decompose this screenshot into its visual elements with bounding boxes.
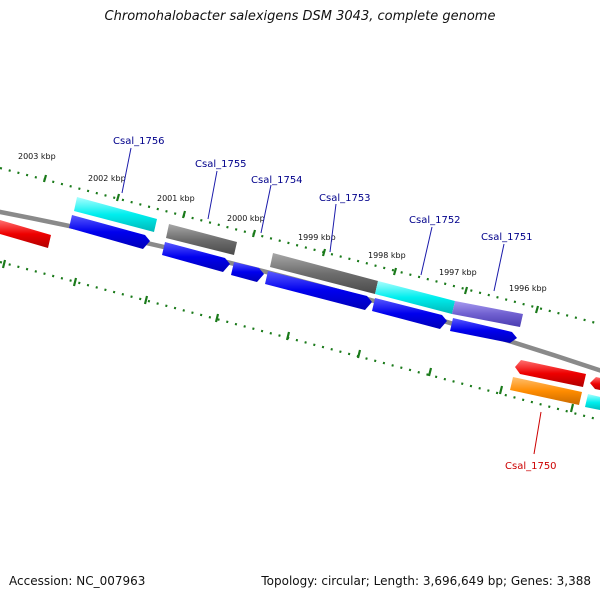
kbp-label: 2000 kbp [227, 214, 265, 223]
cds-arrow-csal-1754[interactable] [231, 262, 264, 282]
outer-tick-track [0, 166, 600, 326]
inner-major-ticks [1, 259, 575, 413]
reverse-cds-left[interactable] [0, 220, 51, 248]
leader-csal-1752 [420, 226, 433, 276]
major-tick [181, 210, 187, 219]
gene-block-csal-1755[interactable] [166, 224, 237, 255]
leader-csal-1751 [493, 243, 505, 292]
major-tick [115, 193, 121, 202]
accession-text: Accession: NC_007963 [9, 574, 146, 588]
major-tick [498, 385, 504, 395]
major-tick [427, 367, 433, 377]
major-tick [463, 286, 469, 295]
kbp-label: 2003 kbp [18, 152, 56, 161]
reverse-cds-right[interactable] [590, 377, 600, 391]
cds-arrow-csal-1753[interactable] [265, 271, 372, 310]
major-tick [321, 248, 327, 257]
kbp-label: 2002 kbp [88, 174, 126, 183]
gene-block-csal-1750[interactable] [510, 377, 582, 405]
major-tick [569, 403, 575, 413]
cds-arrow-csal-1755[interactable] [162, 242, 230, 272]
gene-label[interactable]: Csal_1756 [113, 136, 165, 147]
gene-labels: Csal_1756 Csal_1755 Csal_1754 Csal_1753 … [113, 136, 557, 472]
major-tick [285, 331, 291, 341]
gene-block-csal-1753[interactable] [270, 253, 378, 294]
major-tick [1, 259, 7, 269]
topology-summary: Topology: circular; Length: 3,696,649 bp… [261, 574, 591, 588]
major-tick [72, 277, 78, 287]
kbp-label: 1996 kbp [509, 284, 547, 293]
kbp-label: 1999 kbp [298, 233, 336, 242]
cds-arrow-csal-1752[interactable] [372, 298, 447, 329]
major-tick [356, 349, 362, 359]
outer-major-ticks [42, 174, 540, 314]
gene-block-csal-1752[interactable] [375, 281, 455, 314]
kbp-label: 1997 kbp [439, 268, 477, 277]
leader-csal-1754 [260, 184, 272, 234]
major-tick [143, 295, 149, 305]
leader-csal-1753 [329, 203, 337, 253]
major-tick [534, 305, 540, 314]
major-tick [251, 229, 257, 238]
cds-arrow-csal-1751[interactable] [450, 318, 517, 343]
map-title: Chromohalobacter salexigens DSM 3043, co… [104, 9, 496, 24]
major-tick [42, 174, 48, 183]
leader-csal-1756 [121, 147, 132, 194]
gene-label[interactable]: Csal_1751 [481, 232, 533, 243]
label-leaders [121, 147, 542, 455]
gene-block-csal-1756[interactable] [74, 197, 157, 232]
kbp-label: 1998 kbp [368, 251, 406, 260]
kbp-labels: 2003 kbp 2002 kbp 2001 kbp 2000 kbp 1999… [18, 152, 547, 293]
gene-label[interactable]: Csal_1753 [319, 193, 371, 204]
gene-label[interactable]: Csal_1750 [505, 461, 557, 472]
leader-csal-1750 [533, 411, 542, 455]
gene-label[interactable]: Csal_1754 [251, 175, 303, 186]
gene-block-right-edge[interactable] [585, 394, 600, 411]
gene-block-csal-1751[interactable] [452, 301, 523, 327]
cds-arrow-csal-1756[interactable] [69, 215, 150, 249]
leader-csal-1755 [207, 170, 218, 220]
kbp-label: 2001 kbp [157, 194, 195, 203]
major-tick [392, 267, 398, 276]
gene-label[interactable]: Csal_1755 [195, 159, 247, 170]
gene-label[interactable]: Csal_1752 [409, 215, 461, 226]
major-tick [214, 313, 220, 323]
reverse-cds-csal-1750[interactable] [515, 360, 586, 387]
